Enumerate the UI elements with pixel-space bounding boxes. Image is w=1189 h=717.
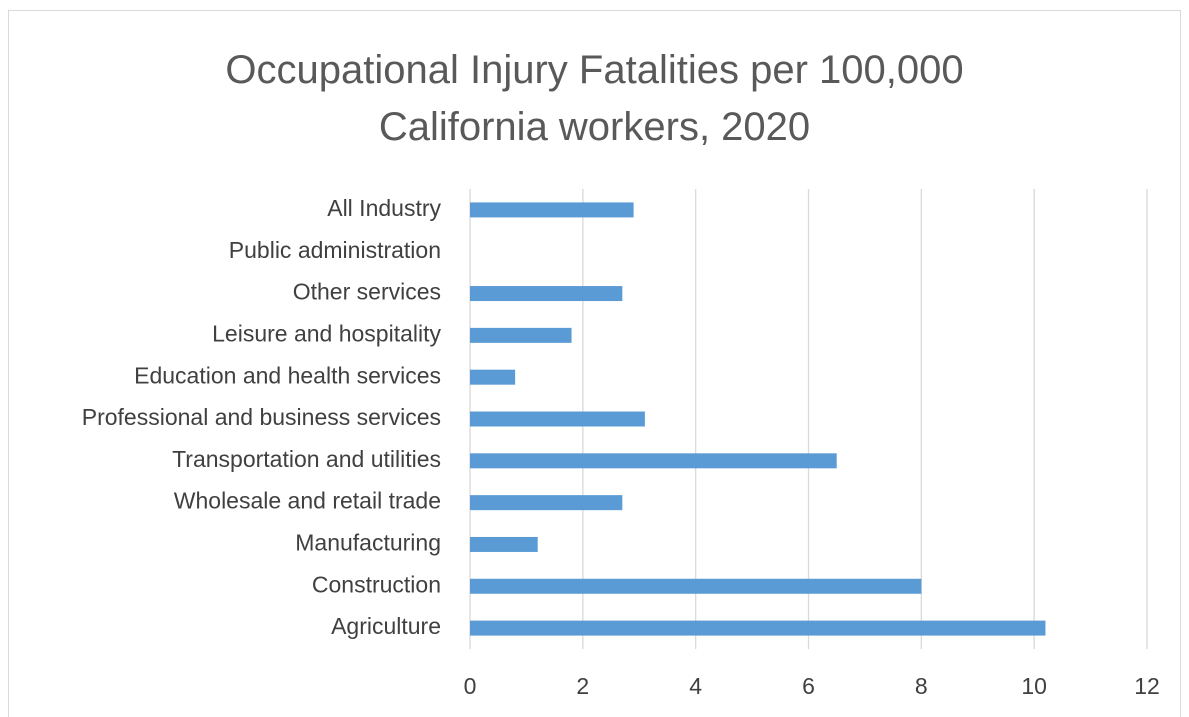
- y-tick-label: Professional and business services: [82, 404, 441, 430]
- y-tick-label: Other services: [293, 279, 441, 305]
- bar: [470, 411, 645, 427]
- y-tick-label: Agriculture: [331, 613, 441, 639]
- bar: [470, 286, 623, 302]
- bar: [470, 578, 922, 594]
- bar: [470, 202, 634, 218]
- y-tick-label: Public administration: [229, 237, 441, 263]
- chart-title: Occupational Injury Fatalities per 100,0…: [225, 48, 964, 149]
- x-tick-label: 10: [1021, 673, 1047, 699]
- bar: [470, 620, 1046, 636]
- y-tick-label: All Industry: [327, 195, 441, 221]
- y-tick-label: Wholesale and retail trade: [174, 488, 441, 514]
- bar: [470, 495, 623, 511]
- x-tick-label: 4: [689, 673, 702, 699]
- bar: [470, 369, 516, 385]
- y-tick-label: Transportation and utilities: [172, 446, 441, 472]
- x-tick-label: 2: [576, 673, 589, 699]
- x-tick-label: 12: [1134, 673, 1160, 699]
- chart-border: [8, 10, 1181, 717]
- x-tick-label: 8: [915, 673, 928, 699]
- bar: [470, 536, 538, 552]
- y-tick-label: Construction: [312, 571, 441, 597]
- bar: [470, 327, 572, 343]
- x-tick-label: 0: [464, 673, 477, 699]
- x-tick-label: 6: [802, 673, 815, 699]
- y-tick-label: Leisure and hospitality: [212, 320, 441, 346]
- y-tick-label: Education and health services: [134, 362, 441, 388]
- bar: [470, 453, 837, 469]
- y-tick-label: Manufacturing: [295, 530, 441, 556]
